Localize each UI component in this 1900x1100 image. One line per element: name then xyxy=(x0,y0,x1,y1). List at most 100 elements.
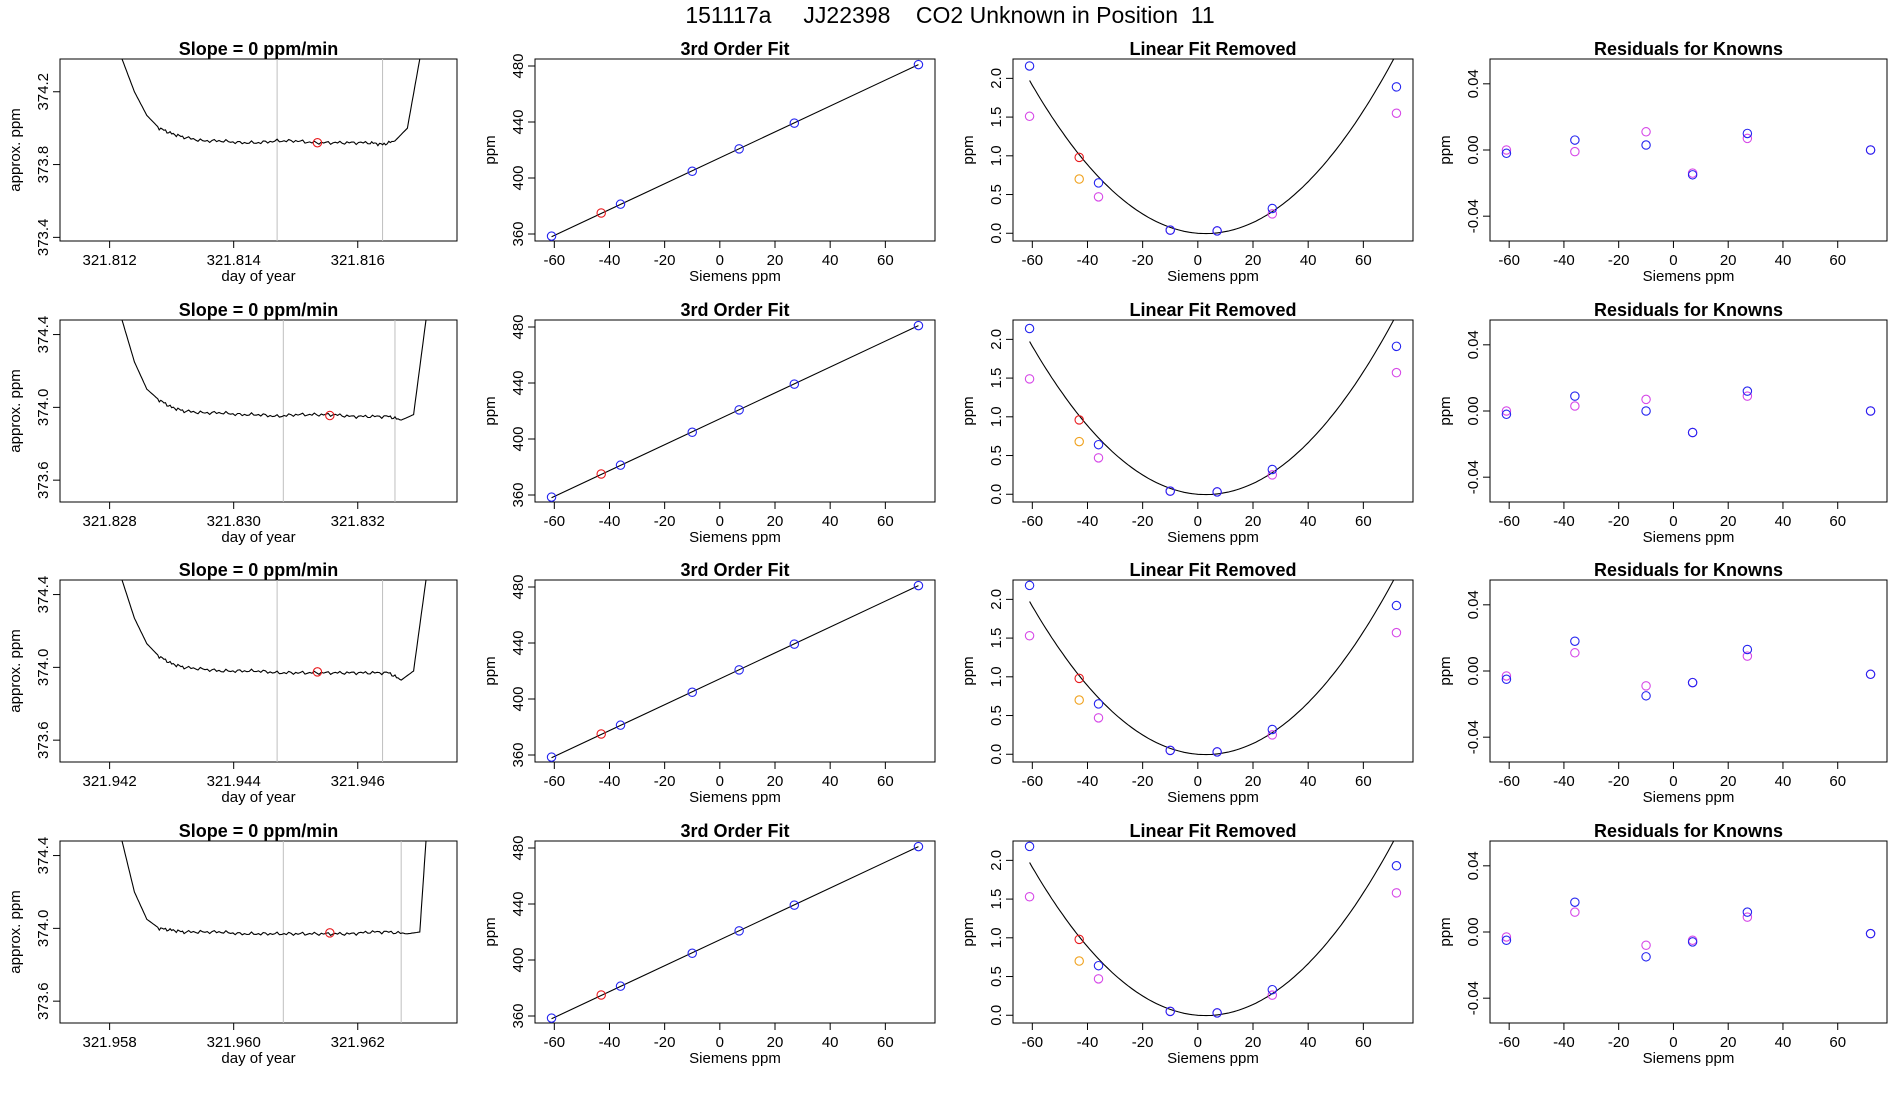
standard-point-blue xyxy=(1165,745,1175,756)
x-tick-label: 60 xyxy=(1829,1034,1846,1051)
x-tick-label: 60 xyxy=(1829,252,1846,269)
standard-point xyxy=(913,59,924,70)
x-tick-label: 321.812 xyxy=(83,252,137,269)
standard-point xyxy=(546,752,557,762)
standard-point-blue xyxy=(1024,61,1035,71)
y-tick-label: 400 xyxy=(510,165,527,190)
standard-point xyxy=(615,981,626,991)
panel-linear_removed-row-4: Linear Fit Removed -60 -40 -20 0 20 40 60 0.0 0.5… xyxy=(960,821,1414,1067)
residual-point-magenta xyxy=(1501,671,1512,681)
panel-fit-row-1: 3rd Order Fit -60 -40 -20 0 20 40 60 360 400 440 48… xyxy=(482,39,936,285)
y-tick-label: -0.04 xyxy=(1465,981,1482,1015)
residual-point-blue xyxy=(1641,140,1651,150)
y-axis-label: ppm xyxy=(482,135,499,164)
x-tick-label: 40 xyxy=(1775,1034,1792,1051)
y-tick-label: 1.0 xyxy=(988,145,1005,166)
x-tick-label: -20 xyxy=(654,1034,676,1051)
panel-timeseries-row-3: Slope = 0 ppm/min 321.942 321.944 321.946 37… xyxy=(7,560,458,806)
standard-point xyxy=(734,405,744,415)
standard-point-magenta xyxy=(1093,974,1104,984)
residual-point-blue xyxy=(1742,907,1753,917)
plot-frame xyxy=(534,840,936,1024)
unknown-average-point xyxy=(312,667,323,677)
y-tick-label: 1.0 xyxy=(988,406,1005,427)
y-tick-label: 400 xyxy=(510,426,527,451)
x-tick-label: 20 xyxy=(1245,773,1262,790)
x-tick-label: 40 xyxy=(1775,513,1792,530)
standard-point xyxy=(687,166,697,177)
panel-title: Residuals for Knowns xyxy=(1594,560,1783,580)
x-axis-label: Siemens ppm xyxy=(1167,789,1259,806)
residual-point-magenta xyxy=(1501,932,1512,942)
standard-point-magenta xyxy=(1024,892,1035,902)
plot-frame xyxy=(1012,319,1414,503)
x-tick-label: -20 xyxy=(654,773,676,790)
y-axis-label: approx. ppm xyxy=(7,108,24,191)
x-tick-label: 0 xyxy=(1194,513,1202,530)
x-tick-label: -40 xyxy=(599,773,621,790)
x-tick-label: 321.946 xyxy=(331,773,385,790)
x-axis-label: day of year xyxy=(221,789,295,806)
plot-area xyxy=(121,320,427,502)
standard-point-magenta xyxy=(1267,470,1278,480)
plot-frame xyxy=(534,58,936,242)
x-tick-label: -60 xyxy=(1021,513,1043,530)
y-tick-label: 0.5 xyxy=(988,445,1005,466)
x-tick-label: -40 xyxy=(1553,252,1575,269)
x-tick-label: 321.944 xyxy=(207,773,261,790)
residual-point-magenta xyxy=(1742,651,1753,661)
standard-point-magenta xyxy=(1024,374,1035,384)
panel-residuals-row-1: Residuals for Knowns -60 -40 -20 0 20 40 60 -0.0… xyxy=(1437,39,1888,285)
x-tick-label: -40 xyxy=(1553,513,1575,530)
x-tick-label: 321.814 xyxy=(207,252,261,269)
y-axis-label: ppm xyxy=(482,656,499,685)
unknown-point-red xyxy=(1074,673,1084,684)
standard-point-blue xyxy=(1024,580,1035,591)
y-tick-label: 0.5 xyxy=(988,184,1005,205)
standard-point xyxy=(734,926,744,936)
plot-frame xyxy=(534,319,936,503)
y-axis-label: ppm xyxy=(482,396,499,425)
x-tick-label: -20 xyxy=(1608,252,1630,269)
panel-title: Slope = 0 ppm/min xyxy=(179,821,339,841)
plot-frame xyxy=(59,58,458,242)
panel-title: Residuals for Knowns xyxy=(1594,821,1783,841)
x-tick-label: 40 xyxy=(822,252,839,269)
x-axis-label: Siemens ppm xyxy=(1643,529,1735,546)
standard-point-magenta xyxy=(1024,631,1035,641)
y-axis-label: ppm xyxy=(960,656,977,685)
y-tick-label: 400 xyxy=(510,686,527,711)
y-axis-label: ppm xyxy=(1437,917,1454,946)
y-tick-label: 0.5 xyxy=(988,966,1005,987)
residual-point-blue xyxy=(1687,170,1698,180)
y-tick-label: 0.00 xyxy=(1465,396,1482,425)
residual-point-magenta xyxy=(1570,401,1580,411)
x-axis-label: Siemens ppm xyxy=(1167,529,1259,546)
x-tick-label: -60 xyxy=(1021,1034,1043,1051)
standard-point xyxy=(687,427,697,438)
x-tick-label: 40 xyxy=(1300,252,1317,269)
plot-area xyxy=(1024,59,1402,236)
plot-area xyxy=(546,320,924,502)
y-tick-label: 0.0 xyxy=(988,744,1005,765)
unknown-point-red xyxy=(1074,415,1084,425)
y-axis-label: approx. ppm xyxy=(7,890,24,973)
x-tick-label: 60 xyxy=(1355,252,1372,269)
unknown-point xyxy=(596,990,606,1000)
residual-point-blue xyxy=(1570,897,1580,907)
y-tick-label: 2.0 xyxy=(988,329,1005,350)
y-tick-label: 374.0 xyxy=(35,389,52,427)
x-tick-label: 60 xyxy=(1829,513,1846,530)
x-tick-label: 60 xyxy=(877,1034,894,1051)
residual-point-blue xyxy=(1865,928,1876,939)
panel-title: Linear Fit Removed xyxy=(1129,560,1296,580)
residual-point-blue xyxy=(1687,427,1698,438)
x-tick-label: 20 xyxy=(1245,513,1262,530)
x-tick-label: -40 xyxy=(1553,1034,1575,1051)
y-tick-label: 0.00 xyxy=(1465,656,1482,685)
standard-point xyxy=(789,639,800,649)
x-tick-label: 321.958 xyxy=(83,1034,137,1051)
panel-fit-row-2: 3rd Order Fit -60 -40 -20 0 20 40 60 360 400 440 48… xyxy=(482,300,936,546)
y-tick-label: 360 xyxy=(510,742,527,767)
